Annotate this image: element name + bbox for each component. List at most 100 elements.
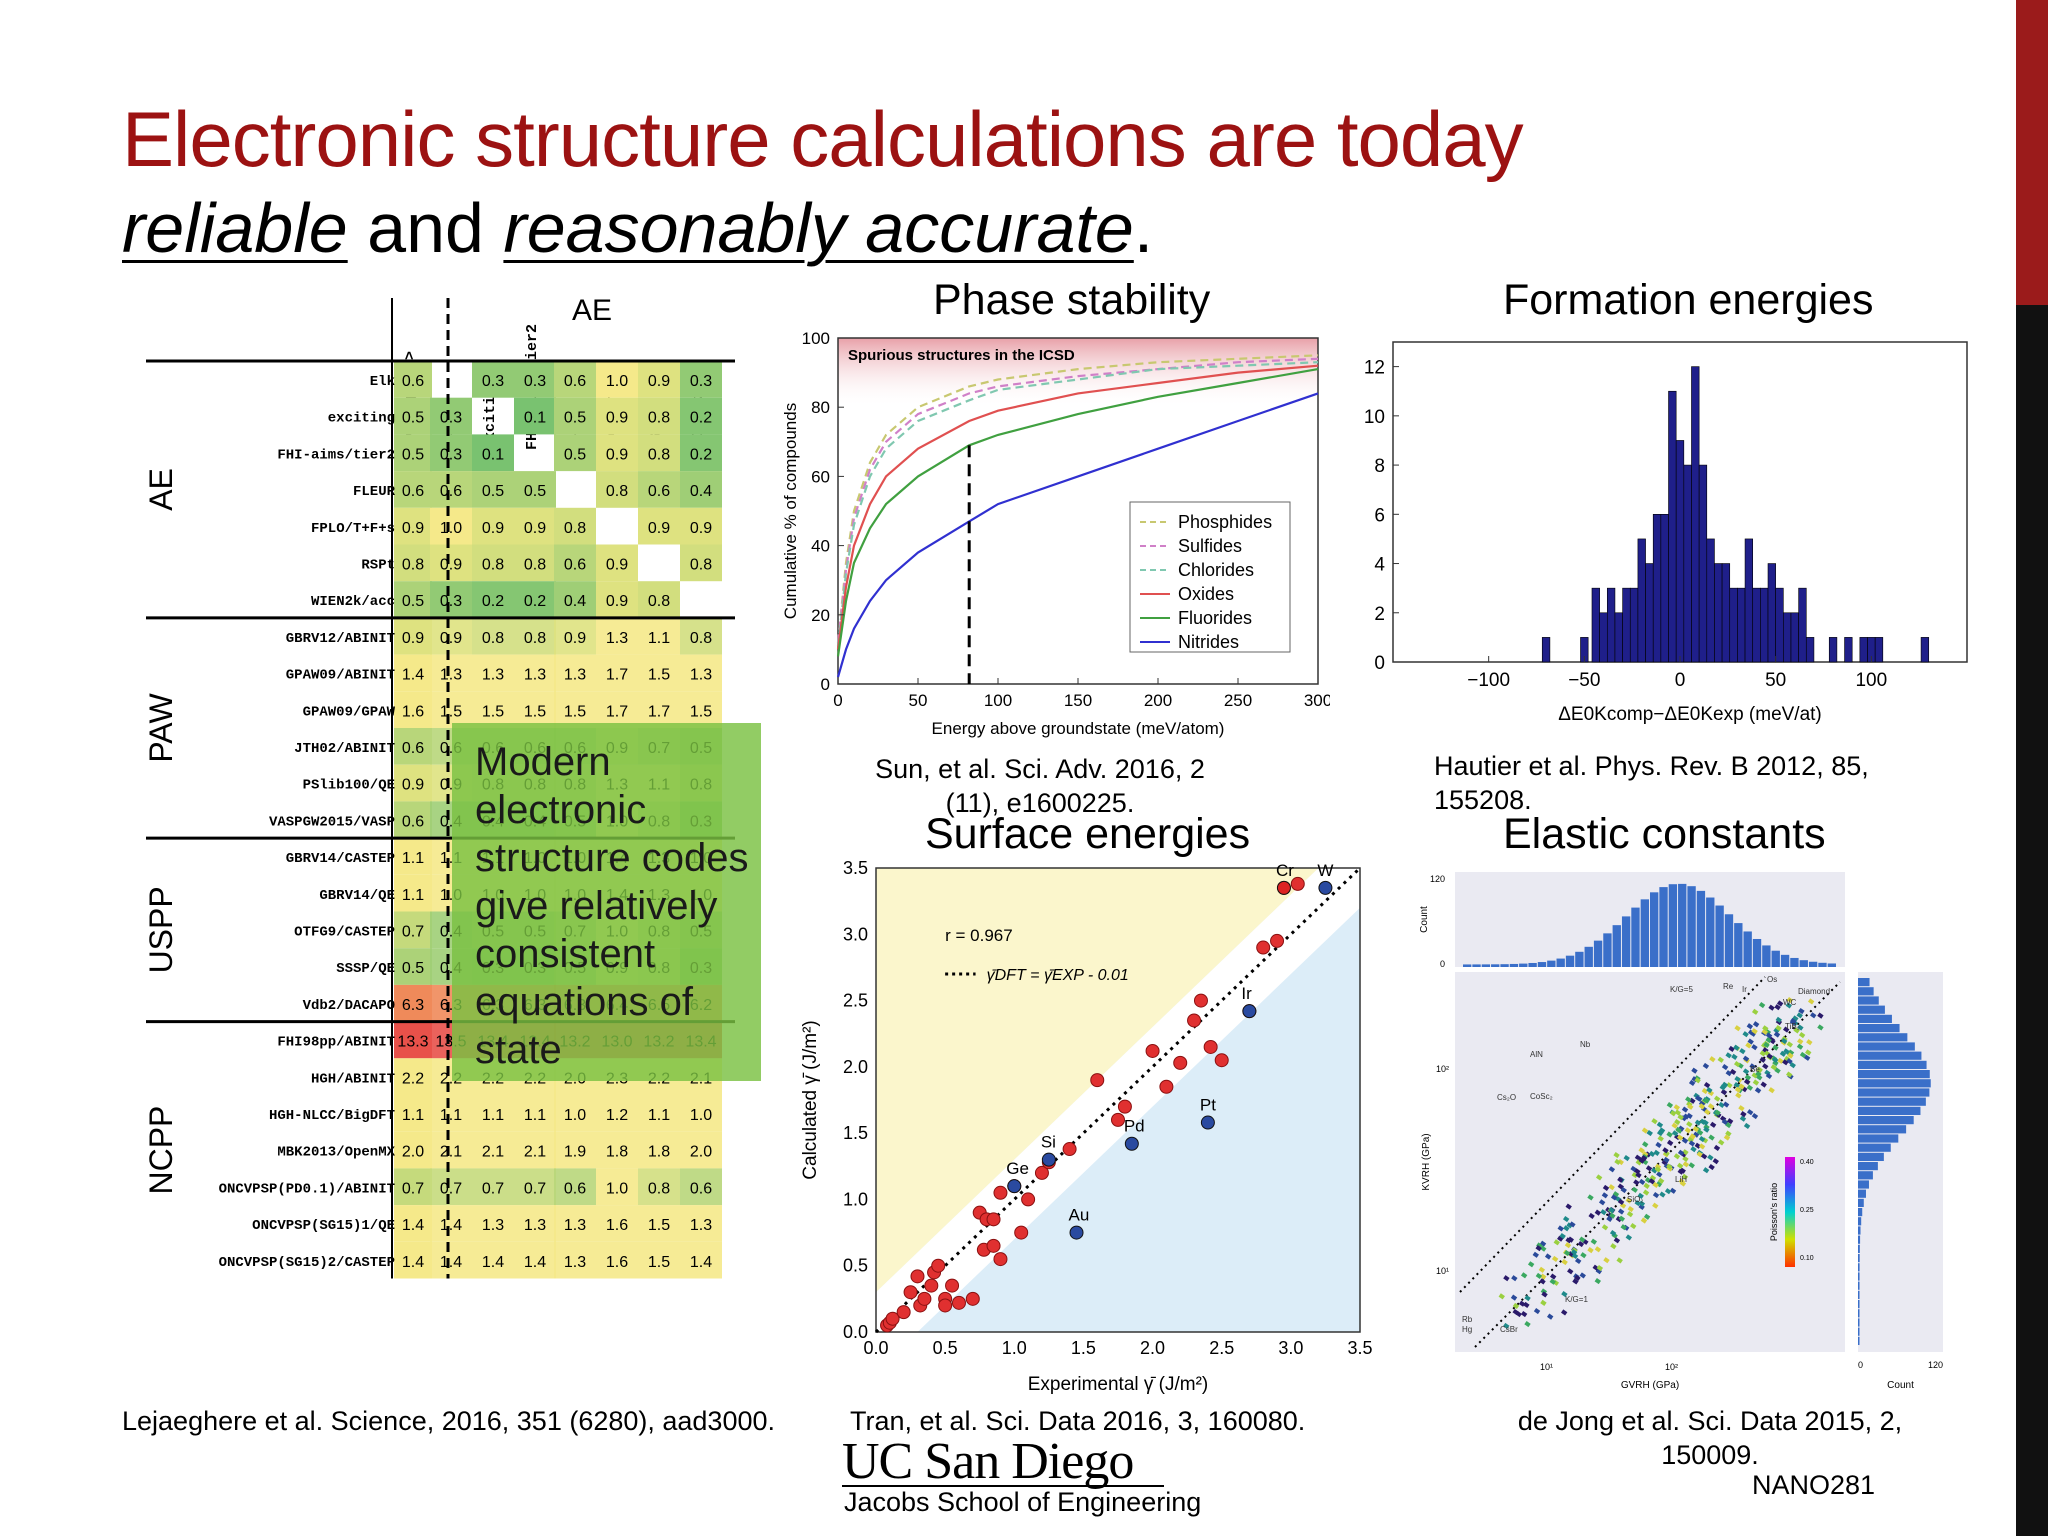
cell-value: 1.5: [482, 703, 504, 720]
data-point: [1111, 1112, 1125, 1127]
material-point: [1726, 1082, 1733, 1089]
material-point: [1539, 1278, 1546, 1285]
data-point: [1021, 1192, 1036, 1207]
material-label: Rb: [1462, 1315, 1473, 1324]
material-point: [1688, 1140, 1696, 1147]
top-hist-bar: [1491, 964, 1500, 967]
top-hist-bar: [1500, 964, 1509, 967]
labeled-point: [1041, 1152, 1056, 1167]
colorbar-label: Poisson's ratio: [1769, 1183, 1779, 1241]
histogram-bar: [1668, 390, 1677, 663]
material-point: [1613, 1237, 1621, 1244]
material-point: [1799, 1051, 1807, 1059]
material-point: [1638, 1157, 1645, 1164]
callout-box: [452, 723, 761, 1081]
top-hist-bar: [1743, 931, 1752, 967]
material-point: [1649, 1174, 1657, 1181]
cell-value: 1.1: [648, 630, 670, 647]
material-label: Os: [1767, 975, 1777, 984]
cell-value: 0.2: [690, 446, 712, 463]
histogram-bar: [1629, 587, 1639, 663]
material-point: [1578, 1236, 1586, 1243]
x-tick: 1.0: [1002, 1338, 1027, 1358]
avg-value: 0.6: [402, 813, 424, 830]
histogram-bar: [1660, 514, 1669, 663]
side-hist-bar: [1858, 1005, 1885, 1014]
material-point: [1651, 1118, 1658, 1125]
table-cell: [596, 397, 638, 435]
material-point: [1666, 1163, 1673, 1170]
side-hist-bar: [1858, 987, 1874, 996]
top-hist-tick: 120: [1430, 874, 1445, 884]
table-cell: [430, 397, 472, 435]
material-point: [1610, 1194, 1618, 1201]
material-point: [1742, 1068, 1750, 1075]
material-point: [1751, 1072, 1758, 1079]
histogram-bar: [1714, 563, 1723, 663]
elastic-citation: de Jong et al. Sci. Data 2015, 2, 150009…: [1517, 1406, 1903, 1470]
material-point: [1655, 1181, 1663, 1188]
labeled-point: [1318, 880, 1333, 895]
material-point: [1645, 1165, 1653, 1172]
table-cell: [554, 361, 596, 398]
material-point: [1694, 1142, 1702, 1149]
top-group-label: AE: [572, 294, 612, 327]
material-point: [1631, 1172, 1639, 1179]
table-cell: [554, 1241, 596, 1279]
material-point: [1797, 1038, 1804, 1045]
material-point: [1739, 1048, 1746, 1055]
avg-cell: [394, 1021, 432, 1059]
cell-value: 2.1: [482, 1144, 504, 1161]
side-hist-bar: [1858, 996, 1879, 1005]
point-label: Pd: [1124, 1117, 1145, 1136]
side-hist-label: Count: [1887, 1380, 1914, 1391]
material-point: [1703, 1097, 1710, 1104]
point-label: Au: [1069, 1206, 1090, 1225]
material-point: [1772, 1044, 1779, 1051]
cell-value: 0.8: [606, 483, 628, 500]
material-point: [1677, 1149, 1685, 1156]
point-label: Ge: [1006, 1159, 1029, 1178]
material-point: [1682, 1155, 1689, 1163]
cell-value: 0.2: [524, 593, 546, 610]
material-point: [1671, 1130, 1679, 1137]
material-point: [1616, 1257, 1623, 1264]
cell-value: 0.9: [606, 446, 628, 463]
table-cell: [596, 691, 638, 728]
table-cell: [472, 434, 514, 472]
cell-value: 1.3: [564, 667, 586, 684]
row-code-label: RSPt: [361, 558, 395, 574]
cell-value: 1.5: [524, 703, 546, 720]
material-point: [1642, 1189, 1650, 1196]
avg-cell: [394, 874, 432, 912]
material-point: [1662, 1147, 1669, 1154]
cell-value: 0.8: [648, 593, 670, 610]
material-point: [1638, 1200, 1646, 1207]
cell-value: 0.6: [440, 483, 462, 500]
avg-cell: [394, 1131, 432, 1169]
material-point: [1759, 1056, 1766, 1063]
material-point: [1676, 1162, 1684, 1169]
annotation: Spurious structures in the ICSD: [848, 347, 1075, 364]
cell-value: 1.4: [440, 1217, 462, 1234]
material-point: [1614, 1158, 1621, 1166]
avg-value: 0.9: [402, 520, 424, 537]
material-point: [1638, 1147, 1645, 1154]
top-hist-bar: [1537, 962, 1547, 967]
table-cell: [430, 1168, 472, 1206]
y-tick: 10²: [1436, 1064, 1449, 1074]
material-point: [1594, 1278, 1601, 1285]
cell-value: 0.9: [648, 520, 670, 537]
material-point: [1608, 1184, 1615, 1191]
cell-value: 0.6: [690, 1180, 712, 1197]
table-cell: [472, 1241, 514, 1279]
table-cell: [596, 1205, 638, 1242]
histogram-bar: [1721, 563, 1731, 663]
phase-citation: Sun, et al. Sci. Adv. 2016, 2 (11), e160…: [875, 754, 1205, 818]
point-label: Pt: [1200, 1096, 1216, 1115]
material-label: Re: [1723, 982, 1734, 991]
avg-value: 0.9: [402, 630, 424, 647]
histogram-bar: [1737, 587, 1746, 663]
table-cell: [472, 507, 514, 545]
table-cell: [514, 397, 556, 435]
